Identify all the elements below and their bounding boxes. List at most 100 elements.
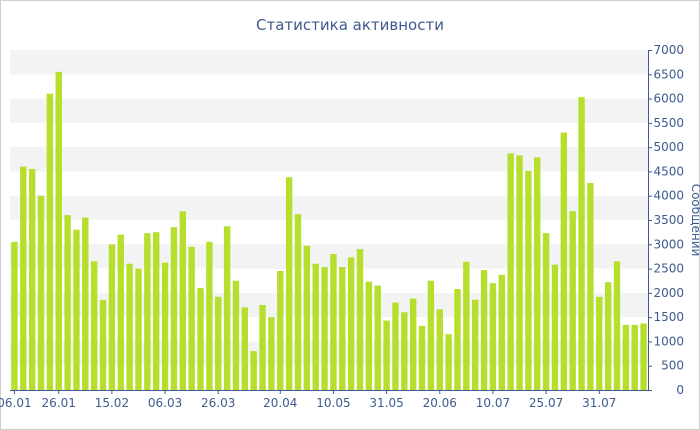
bar bbox=[640, 323, 647, 390]
bar bbox=[73, 229, 80, 390]
bar bbox=[241, 307, 249, 390]
y-tick-label: 2500 bbox=[653, 262, 684, 276]
x-tick-label: 31.05 bbox=[369, 396, 403, 410]
bar bbox=[383, 320, 390, 390]
bar bbox=[188, 246, 195, 390]
bar bbox=[489, 283, 497, 390]
bar bbox=[454, 288, 461, 390]
bar bbox=[197, 288, 204, 390]
y-tick-labels: 0 500 1000 1500 2000 2500 3000 3500 4000 4500 5000… bbox=[653, 43, 684, 397]
bar bbox=[232, 280, 240, 390]
bar bbox=[46, 93, 54, 390]
bar bbox=[312, 263, 319, 390]
bar bbox=[108, 244, 116, 390]
bar bbox=[144, 233, 151, 390]
y-tick-label: 0 bbox=[676, 383, 684, 397]
bar bbox=[560, 132, 568, 391]
bar bbox=[596, 296, 603, 390]
bar bbox=[480, 270, 488, 390]
bar bbox=[285, 177, 293, 390]
bar bbox=[339, 267, 346, 390]
y-axis-label: Сообщений bbox=[689, 184, 700, 257]
bar bbox=[223, 226, 231, 390]
bar bbox=[365, 281, 373, 390]
grid-bands bbox=[10, 50, 648, 366]
bar bbox=[294, 214, 302, 390]
bar bbox=[622, 324, 630, 390]
bar bbox=[347, 257, 355, 390]
bar bbox=[82, 217, 89, 390]
bar bbox=[436, 309, 443, 390]
bar bbox=[170, 227, 178, 390]
x-tick-label: 06.03 bbox=[148, 396, 182, 410]
bar bbox=[206, 241, 213, 390]
bar bbox=[37, 195, 45, 390]
y-tick-label: 7000 bbox=[653, 43, 684, 57]
y-tick-label: 6000 bbox=[653, 92, 684, 106]
bar bbox=[604, 282, 612, 390]
grid-band bbox=[10, 98, 648, 123]
bar bbox=[277, 271, 284, 390]
bar bbox=[534, 157, 541, 390]
y-tick-label: 500 bbox=[661, 359, 684, 373]
y-tick-label: 3000 bbox=[653, 237, 684, 251]
x-tick-label: 25.07 bbox=[529, 396, 563, 410]
bar bbox=[135, 268, 142, 390]
bar bbox=[427, 280, 435, 390]
bar bbox=[161, 262, 169, 390]
bar bbox=[418, 325, 426, 390]
x-tick-label: 10.05 bbox=[316, 396, 350, 410]
bar bbox=[250, 351, 257, 390]
bar bbox=[330, 254, 337, 390]
bar bbox=[55, 71, 62, 390]
axes bbox=[10, 50, 652, 394]
grid-band bbox=[10, 195, 648, 220]
bar bbox=[631, 324, 638, 390]
bar bbox=[463, 261, 470, 390]
y-tick-label: 5500 bbox=[653, 116, 684, 130]
grid-band bbox=[10, 50, 648, 75]
bar bbox=[126, 263, 133, 390]
bar bbox=[472, 299, 479, 390]
chart-title: Статистика активности bbox=[256, 16, 444, 34]
bar bbox=[578, 97, 585, 390]
bar bbox=[99, 300, 107, 390]
y-tick-label: 1500 bbox=[653, 310, 684, 324]
bar bbox=[392, 302, 399, 390]
y-tick-label: 3500 bbox=[653, 213, 684, 227]
bar bbox=[117, 234, 124, 390]
bar bbox=[542, 233, 550, 390]
bars bbox=[11, 71, 647, 391]
x-tick-label: 26.03 bbox=[201, 396, 235, 410]
bar bbox=[507, 153, 514, 390]
bar bbox=[321, 267, 328, 390]
x-tick-label: 20.04 bbox=[263, 396, 297, 410]
grid-band bbox=[10, 244, 648, 269]
bar bbox=[303, 245, 311, 390]
y-tick-label: 4000 bbox=[653, 189, 684, 203]
y-tick-label: 4500 bbox=[653, 164, 684, 178]
grid-band bbox=[10, 341, 648, 366]
bar bbox=[409, 298, 417, 390]
x-tick-label: 10.07 bbox=[476, 396, 510, 410]
bar bbox=[356, 249, 364, 390]
bar bbox=[215, 296, 222, 390]
bar bbox=[11, 241, 18, 390]
bar bbox=[525, 170, 532, 390]
bar bbox=[551, 264, 559, 390]
bar bbox=[374, 285, 381, 390]
x-tick-label: 06.01 bbox=[0, 396, 32, 410]
x-tick-label: 20.06 bbox=[423, 396, 457, 410]
grid-band bbox=[10, 147, 648, 172]
bar bbox=[179, 211, 186, 390]
x-tick-label: 15.02 bbox=[95, 396, 129, 410]
bar bbox=[569, 211, 576, 390]
bar bbox=[401, 312, 408, 390]
x-tick-labels: 06.01 26.01 15.02 06.03 26.03 20.04 10.05 31.05… bbox=[0, 396, 616, 410]
x-tick-label: 31.07 bbox=[582, 396, 616, 410]
bar bbox=[90, 261, 98, 390]
bar bbox=[445, 334, 452, 390]
bar bbox=[64, 215, 71, 390]
grid-band bbox=[10, 292, 648, 318]
